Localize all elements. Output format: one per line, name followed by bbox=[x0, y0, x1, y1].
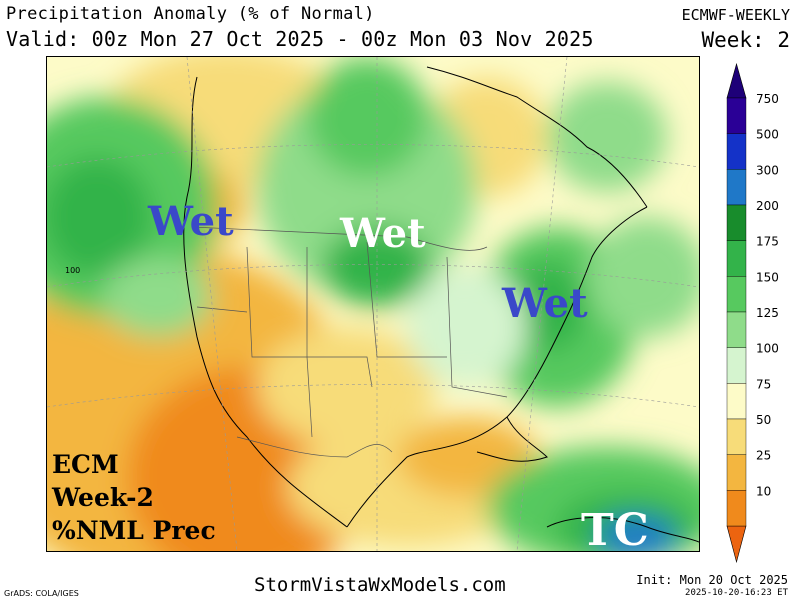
map-notes: ECM Week-2 %NML Prec bbox=[52, 448, 216, 547]
colorbar-label-150: 150 bbox=[756, 270, 779, 284]
colorbar-label-750: 750 bbox=[756, 92, 779, 106]
colorbar-segment-100 bbox=[726, 347, 747, 384]
model-name: ECMWF-WEEKLY bbox=[681, 6, 790, 24]
wet-label-east: Wet bbox=[502, 280, 588, 327]
precip-anomaly-map: 100 bbox=[46, 56, 700, 552]
note-model: ECM bbox=[52, 450, 119, 479]
colorbar-segment-10 bbox=[726, 490, 747, 527]
note-field: %NML Prec bbox=[52, 516, 216, 545]
wet-label-north: Wet bbox=[340, 210, 426, 257]
tropical-cyclone-label: TC bbox=[581, 505, 649, 556]
wet-label-west: Wet bbox=[148, 198, 234, 245]
colorbar-label-10: 10 bbox=[756, 484, 771, 498]
colorbar-label-50: 50 bbox=[756, 413, 771, 427]
valid-period: Valid: 00z Mon 27 Oct 2025 - 00z Mon 03 … bbox=[6, 27, 594, 51]
init-time: Init: Mon 20 Oct 2025 bbox=[636, 573, 788, 587]
colorbar-segment-150 bbox=[726, 276, 747, 313]
colorbar-segment-50 bbox=[726, 418, 747, 455]
note-period: Week-2 bbox=[52, 483, 154, 512]
colorbar-segment-25 bbox=[726, 454, 747, 491]
colorbar-label-25: 25 bbox=[756, 449, 771, 463]
colorbar-segment-200 bbox=[726, 204, 747, 241]
lat-lon-grid bbox=[47, 57, 699, 551]
colorbar-label-100: 100 bbox=[756, 342, 779, 356]
colorbar-segment-125 bbox=[726, 311, 747, 348]
anomaly-shading bbox=[47, 57, 699, 551]
map-title: Precipitation Anomaly (% of Normal) bbox=[6, 4, 375, 24]
colorbar-label-75: 75 bbox=[756, 377, 771, 391]
contour-label: 100 bbox=[65, 266, 80, 275]
colorbar-label-175: 175 bbox=[756, 235, 779, 249]
grads-credit: GrADS: COLA/IGES bbox=[4, 589, 79, 598]
colorbar-labels: 750 500 300 200 175 150 125 100 75 50 25 10 bbox=[756, 92, 779, 498]
colorbar-bottom-arrow bbox=[726, 525, 747, 564]
colorbar-label-300: 300 bbox=[756, 163, 779, 177]
week-label: Week: 2 bbox=[701, 28, 790, 52]
color-scale-legend: 750 500 300 200 175 150 125 100 75 50 25 10 bbox=[726, 62, 779, 564]
colorbar-segment-75 bbox=[726, 383, 747, 420]
colorbar-label-200: 200 bbox=[756, 199, 779, 213]
coastline-outlines bbox=[183, 66, 699, 543]
colorbar-segment-300 bbox=[726, 169, 747, 206]
colorbar-segments bbox=[726, 97, 747, 527]
colorbar-segment-750 bbox=[726, 97, 747, 134]
colorbar-label-500: 500 bbox=[756, 128, 779, 142]
colorbar-segment-500 bbox=[726, 133, 747, 170]
colorbar-segment-175 bbox=[726, 240, 747, 277]
colorbar-top-arrow bbox=[726, 62, 747, 99]
colorbar-label-125: 125 bbox=[756, 306, 779, 320]
generated-time: 2025-10-20-16:23 ET bbox=[685, 588, 788, 598]
site-name: StormVistaWxModels.com bbox=[254, 574, 506, 596]
